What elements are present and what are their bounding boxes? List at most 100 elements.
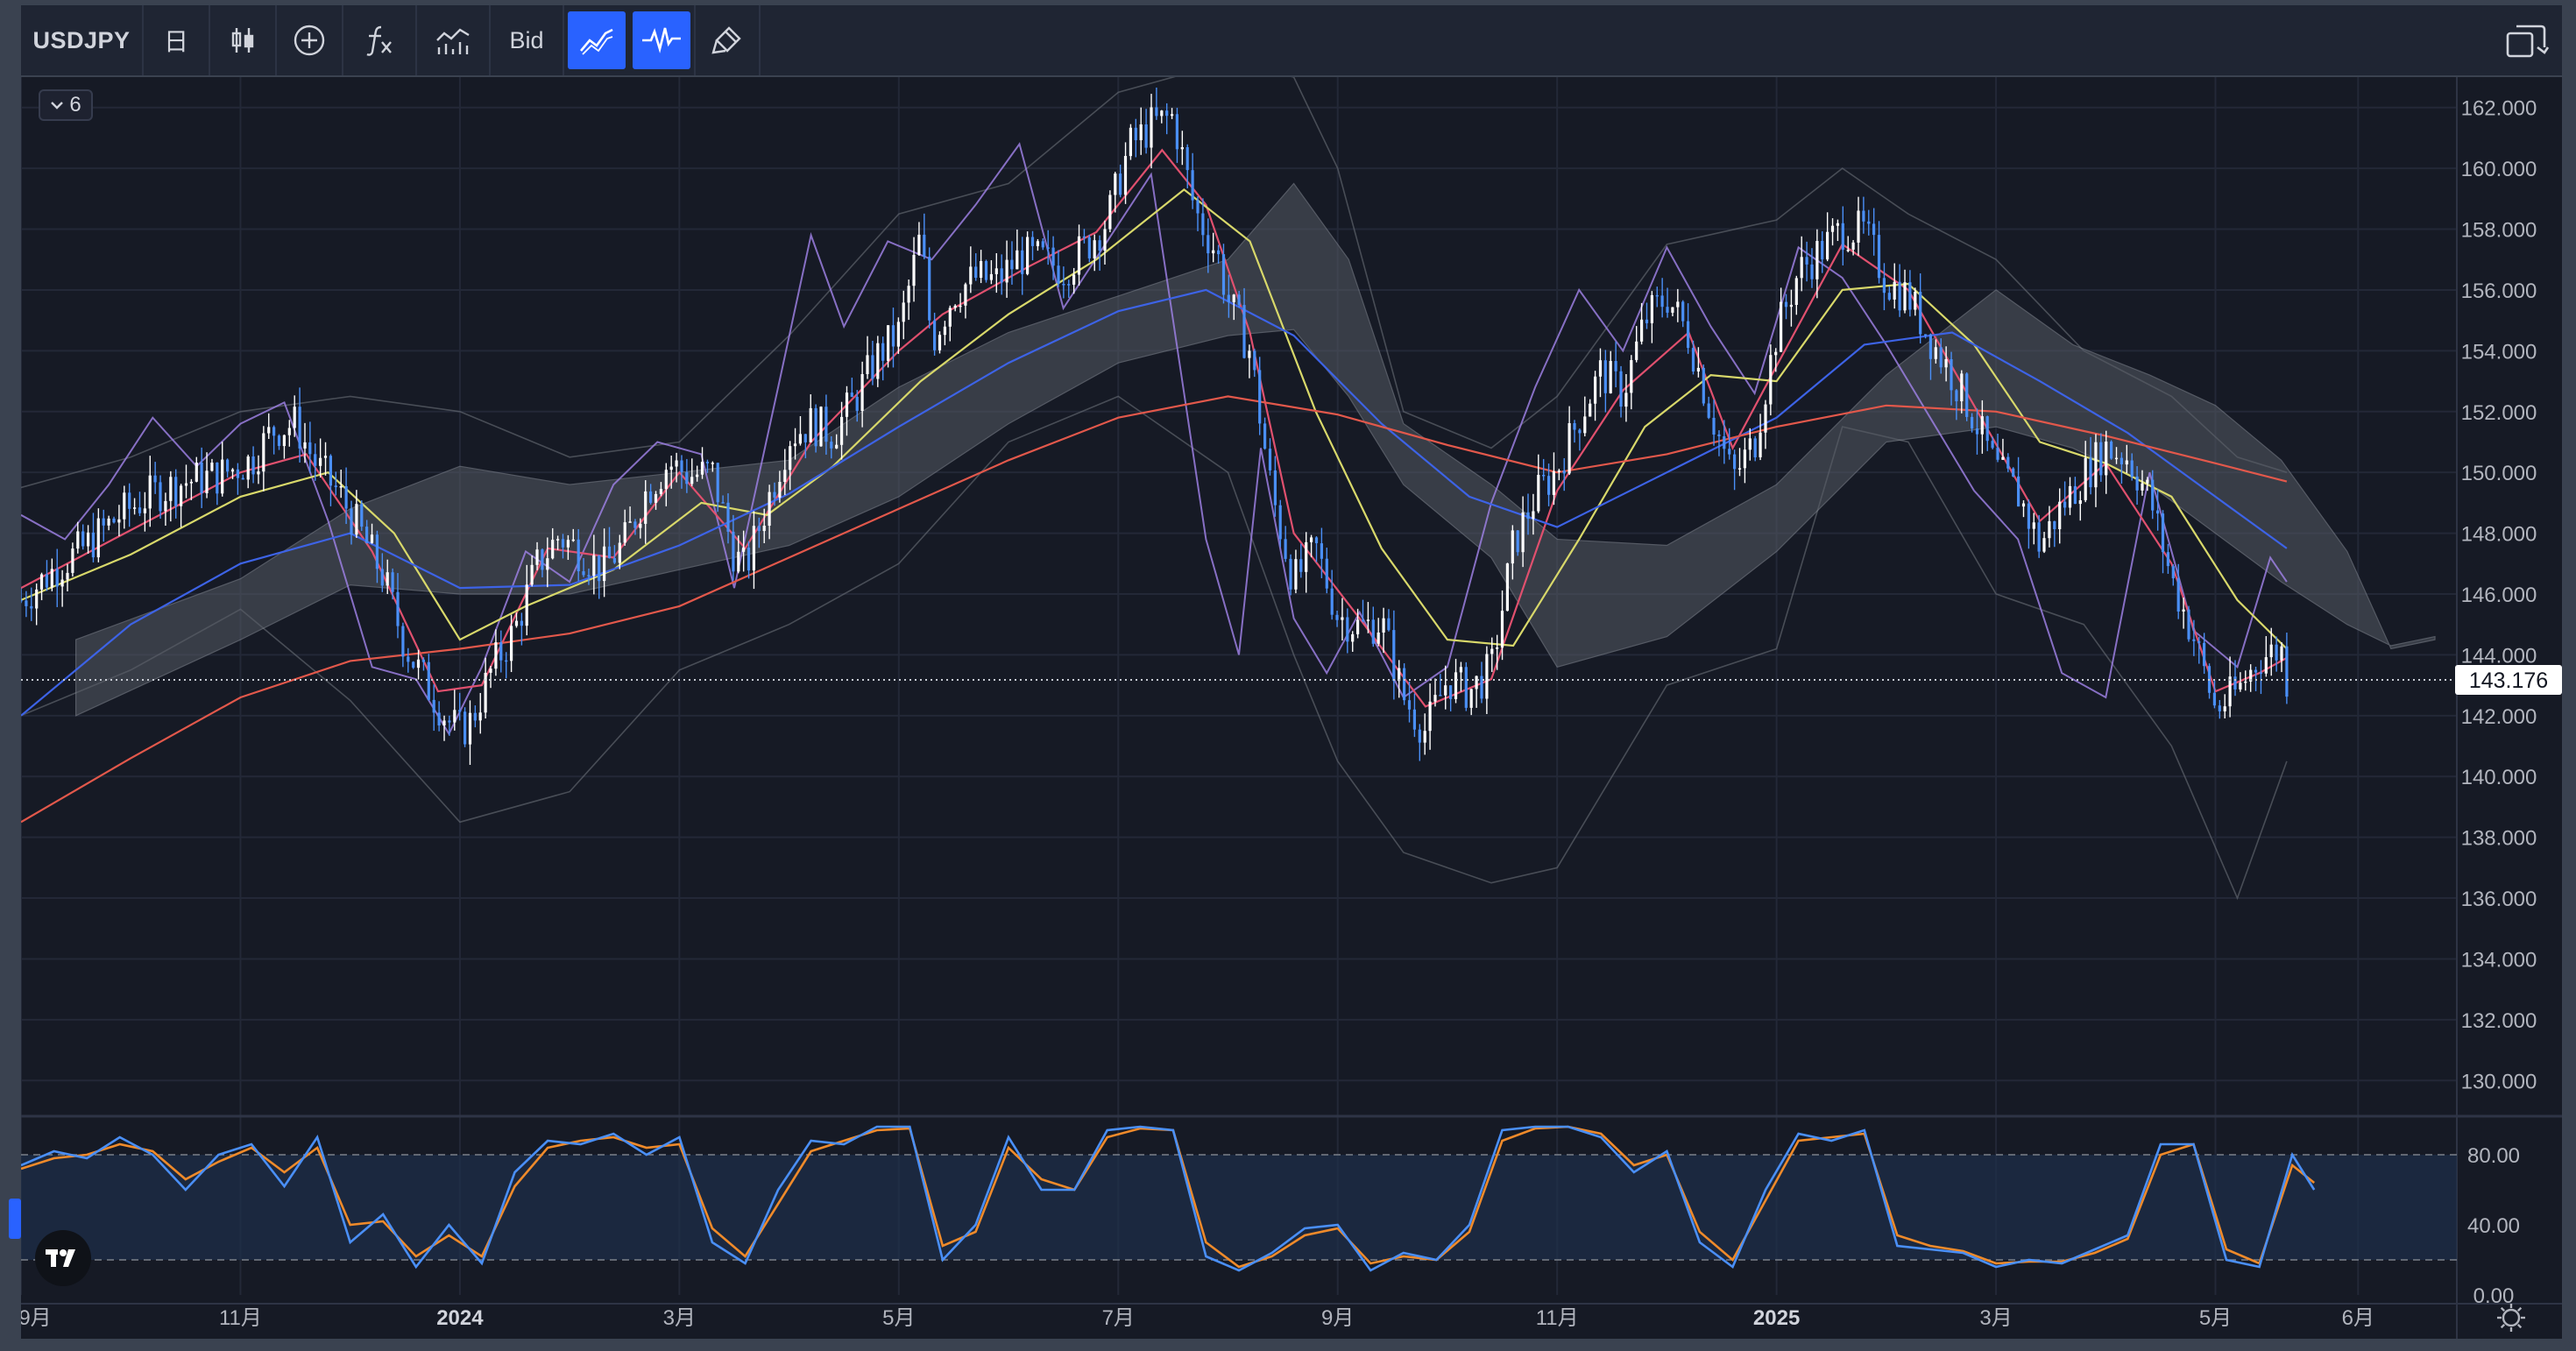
- candle-body: [923, 234, 926, 258]
- candle-body: [205, 470, 209, 493]
- candle-body: [850, 393, 853, 397]
- candle-body: [1217, 250, 1221, 255]
- candle-body: [1046, 247, 1050, 249]
- candle-body: [1030, 237, 1035, 246]
- candle-body: [1356, 619, 1360, 634]
- candle-body: [798, 434, 802, 444]
- candle-body: [943, 326, 946, 336]
- line-chart-toggle[interactable]: [568, 11, 626, 69]
- side-panel-toggle[interactable]: [9, 1199, 21, 1239]
- candle-body: [1542, 475, 1546, 477]
- candle-body: [1123, 156, 1128, 195]
- candle-body: [60, 579, 64, 587]
- tradingview-logo[interactable]: [35, 1230, 91, 1286]
- chart-type-button[interactable]: [210, 5, 277, 75]
- symbol-button[interactable]: USDJPY: [21, 5, 144, 75]
- compare-icon: [436, 28, 470, 54]
- candle-body: [96, 518, 100, 558]
- candle-body: [2166, 552, 2169, 567]
- candle-body: [2094, 442, 2098, 488]
- bollinger-bands: [20, 60, 2288, 901]
- candle-body: [1087, 237, 1091, 258]
- candle-body: [81, 531, 85, 547]
- candle-body: [659, 489, 662, 494]
- candle-body: [1594, 376, 1597, 404]
- candle-body: [1960, 373, 1964, 401]
- candle-body: [1407, 700, 1412, 710]
- price-chart[interactable]: 143.176 162.000 160.000 158.000 156.000 154.…: [18, 60, 2562, 1339]
- candle-body: [1526, 512, 1530, 520]
- indicator-collapse-button[interactable]: 6: [39, 89, 93, 121]
- gear-tooth: [2500, 1306, 2506, 1312]
- candle-body: [164, 500, 167, 512]
- candle-body: [592, 555, 596, 576]
- candle-body: [2197, 640, 2201, 643]
- candle-body: [1712, 417, 1716, 435]
- candle-body: [380, 569, 384, 586]
- candle-body: [323, 456, 328, 458]
- candle-body: [1119, 173, 1122, 195]
- candle-body: [484, 673, 487, 713]
- brush-button[interactable]: [694, 5, 761, 75]
- layout-button[interactable]: [2492, 5, 2562, 75]
- candle-body: [1630, 360, 1633, 393]
- compare-button[interactable]: [417, 5, 491, 75]
- candle-body: [633, 521, 637, 528]
- candle-body: [535, 549, 539, 565]
- candle-body: [1459, 667, 1462, 673]
- candle-body: [39, 574, 44, 590]
- candle-body: [1521, 512, 1525, 553]
- candle-body: [1289, 558, 1292, 590]
- candle-body: [871, 355, 874, 379]
- price-type-button[interactable]: Bid: [491, 5, 564, 75]
- candle-body: [2171, 566, 2175, 579]
- candle-body: [50, 569, 53, 588]
- candle-body: [1537, 475, 1540, 512]
- candle-body: [1985, 416, 1989, 442]
- time-tick-label: 9月: [21, 1306, 52, 1330]
- candle-body: [1645, 319, 1649, 323]
- add-button[interactable]: [277, 5, 343, 75]
- candle-body: [1134, 127, 1137, 140]
- candle-body: [241, 477, 244, 480]
- candle-body: [344, 486, 348, 509]
- gear-tooth: [2516, 1323, 2523, 1329]
- candle-body: [1676, 301, 1680, 308]
- candle-body: [2120, 457, 2123, 464]
- candle-body: [582, 571, 585, 576]
- candle-body: [1583, 416, 1587, 434]
- settings-gear-icon[interactable]: [2497, 1304, 2525, 1332]
- candle-body: [711, 463, 714, 464]
- candle-body: [690, 477, 694, 485]
- candle-body: [1789, 304, 1793, 308]
- candle-body: [1129, 127, 1132, 157]
- candle-body: [2058, 501, 2062, 529]
- oscillator-toggle[interactable]: [633, 11, 690, 69]
- candle-body: [1614, 361, 1617, 371]
- price-tick-label: 130.000: [2461, 1070, 2537, 1093]
- candle-body: [1221, 254, 1226, 295]
- indicators-button[interactable]: [343, 5, 417, 75]
- candle-body: [1036, 241, 1039, 246]
- candle-body: [1258, 370, 1262, 424]
- candle-body: [1830, 225, 1835, 232]
- candle-body: [1263, 423, 1267, 449]
- candle-body: [334, 485, 337, 487]
- candle-body: [2228, 676, 2232, 707]
- candle-body: [1490, 648, 1494, 654]
- candle-body: [989, 273, 993, 280]
- candle-body: [1603, 360, 1607, 393]
- interval-button[interactable]: 日: [144, 5, 210, 75]
- candle-body: [556, 539, 560, 541]
- chart-area[interactable]: 143.176 162.000 160.000 158.000 156.000 154.…: [18, 60, 2562, 1339]
- candle-body: [1805, 257, 1808, 265]
- candle-body: [1877, 235, 1881, 279]
- candle-body: [1072, 274, 1076, 285]
- candle-body: [607, 546, 612, 559]
- candle-body: [571, 539, 575, 541]
- candle-body: [1387, 618, 1391, 631]
- candle-body: [2156, 510, 2160, 514]
- candle-body: [2182, 609, 2185, 612]
- candle-body: [587, 575, 591, 576]
- candle-body: [887, 325, 890, 361]
